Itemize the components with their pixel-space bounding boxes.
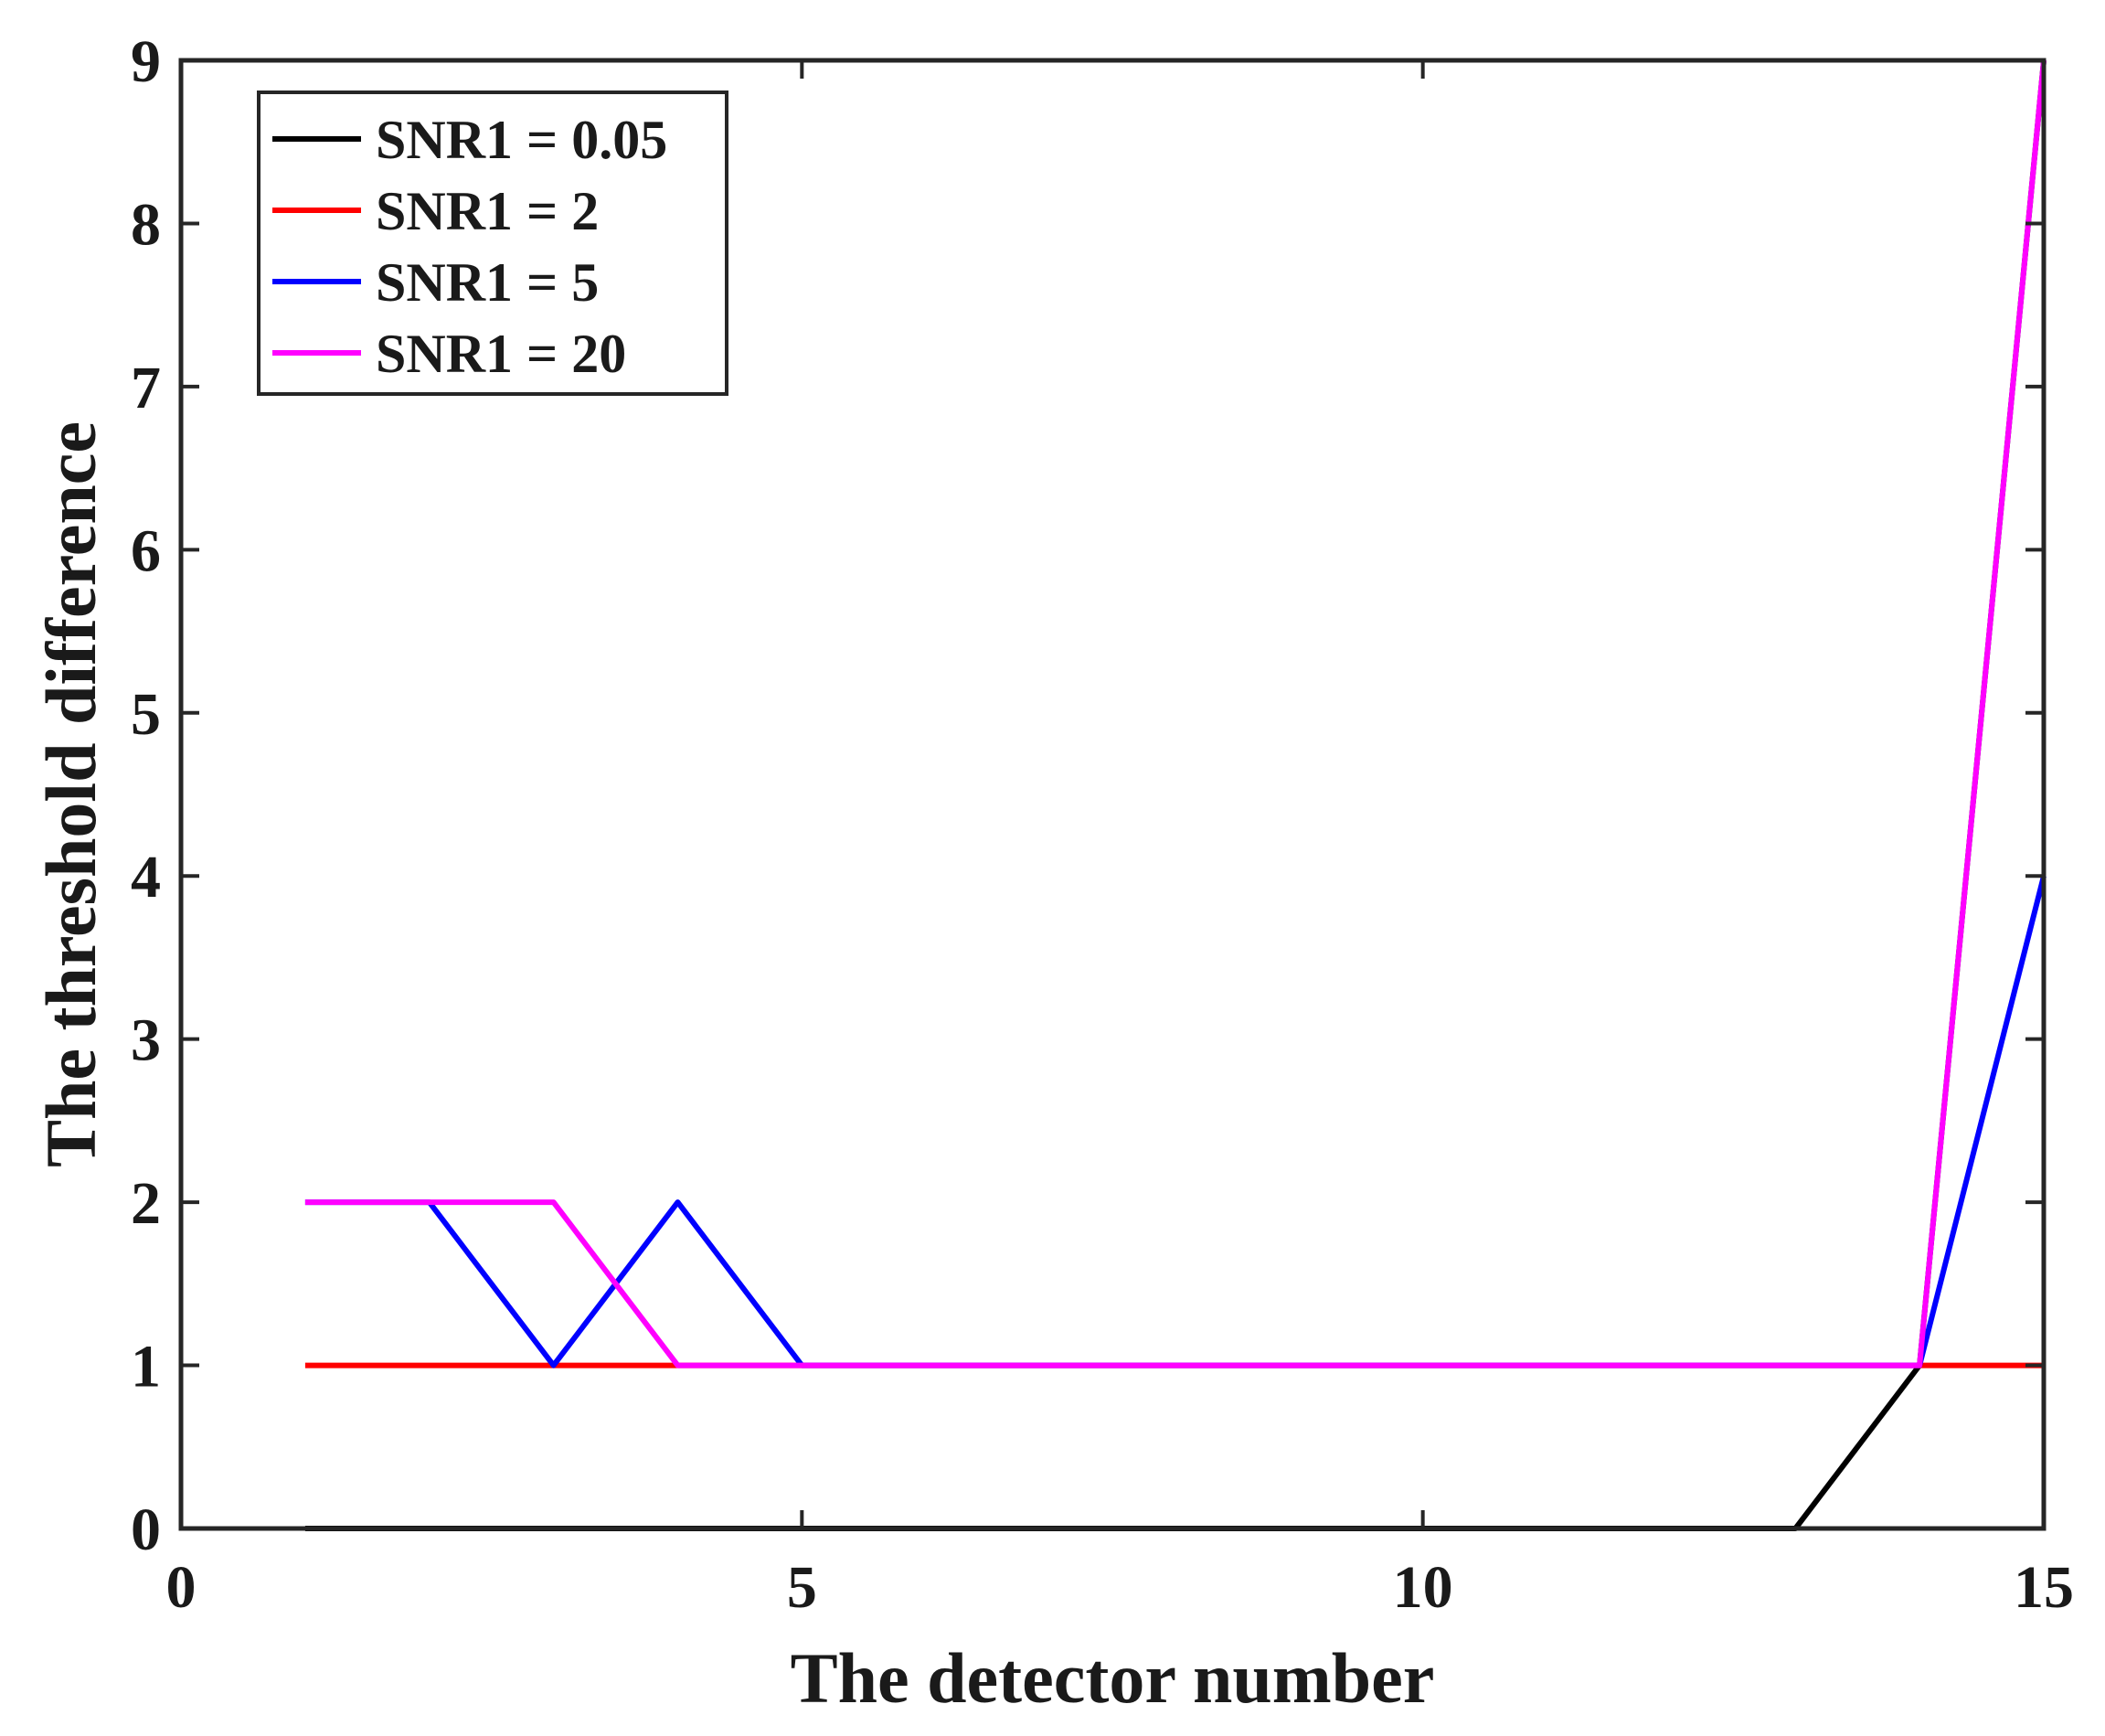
y-tick-label: 3 bbox=[131, 1007, 161, 1074]
legend-label-2: SNR1 = 2 bbox=[376, 181, 599, 241]
legend: SNR1 = 0.05 SNR1 = 2 SNR1 = 5 SNR1 = 20 bbox=[257, 91, 728, 396]
y-tick-label: 8 bbox=[131, 191, 161, 258]
y-tick-label: 6 bbox=[131, 517, 161, 584]
y-tick-label: 2 bbox=[131, 1170, 161, 1237]
legend-label-1: SNR1 = 0.05 bbox=[376, 110, 667, 170]
y-tick-label: 0 bbox=[131, 1496, 161, 1563]
x-tick-label: 10 bbox=[1393, 1554, 1453, 1621]
x-tick-label: 15 bbox=[2014, 1554, 2074, 1621]
y-tick-label: 9 bbox=[131, 28, 161, 95]
legend-label-3: SNR1 = 5 bbox=[376, 252, 599, 313]
plot-frame bbox=[178, 58, 2047, 1531]
y-tick-label: 1 bbox=[131, 1334, 161, 1401]
axis-ticks bbox=[179, 59, 2046, 1530]
x-axis-title: The detector number bbox=[791, 1638, 1435, 1718]
legend-label-4: SNR1 = 20 bbox=[376, 324, 626, 384]
y-tick-label: 5 bbox=[131, 681, 161, 748]
x-tick-label: 0 bbox=[166, 1554, 197, 1621]
x-tick-label: 5 bbox=[787, 1554, 817, 1621]
tick-labels: 0 5 10 15 0 1 2 3 4 5 6 7 8 9 bbox=[131, 28, 2074, 1621]
legend-box bbox=[257, 91, 728, 396]
y-tick-label: 4 bbox=[131, 844, 161, 911]
y-tick-label: 7 bbox=[131, 355, 161, 421]
series-line-4 bbox=[304, 59, 2047, 1369]
y-axis-title: The threshold difference bbox=[31, 421, 111, 1167]
